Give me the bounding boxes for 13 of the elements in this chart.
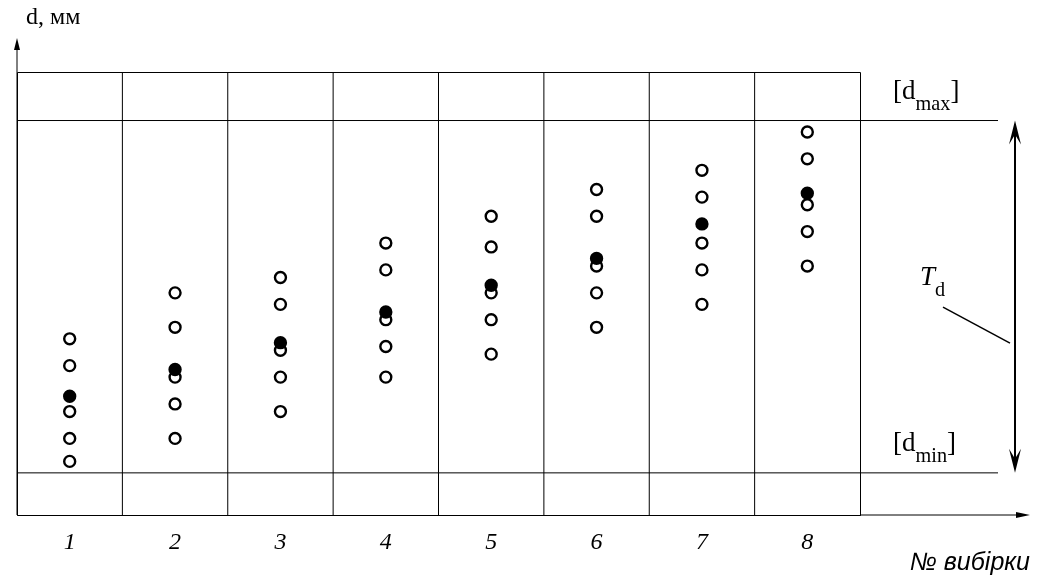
x-tick-label: 3 [273, 527, 287, 554]
ref-line-label: [d$_{max}$] [893, 74, 960, 114]
x-tick-label: 6 [590, 527, 603, 554]
x-tick-label: 8 [801, 527, 814, 554]
x-tick-label: 7 [695, 527, 709, 554]
x-axis-title: № вибірки [909, 547, 1031, 575]
x-tick-label: 5 [485, 527, 498, 554]
x-tick-label: 1 [63, 527, 76, 554]
legend-label: [d$_{min}$] [893, 426, 957, 466]
x-tick-label: 4 [379, 527, 392, 554]
x-tick-label: 2 [169, 527, 182, 554]
y-axis-title: d, мм [26, 3, 81, 29]
text: T$_{d}$ [920, 261, 946, 301]
